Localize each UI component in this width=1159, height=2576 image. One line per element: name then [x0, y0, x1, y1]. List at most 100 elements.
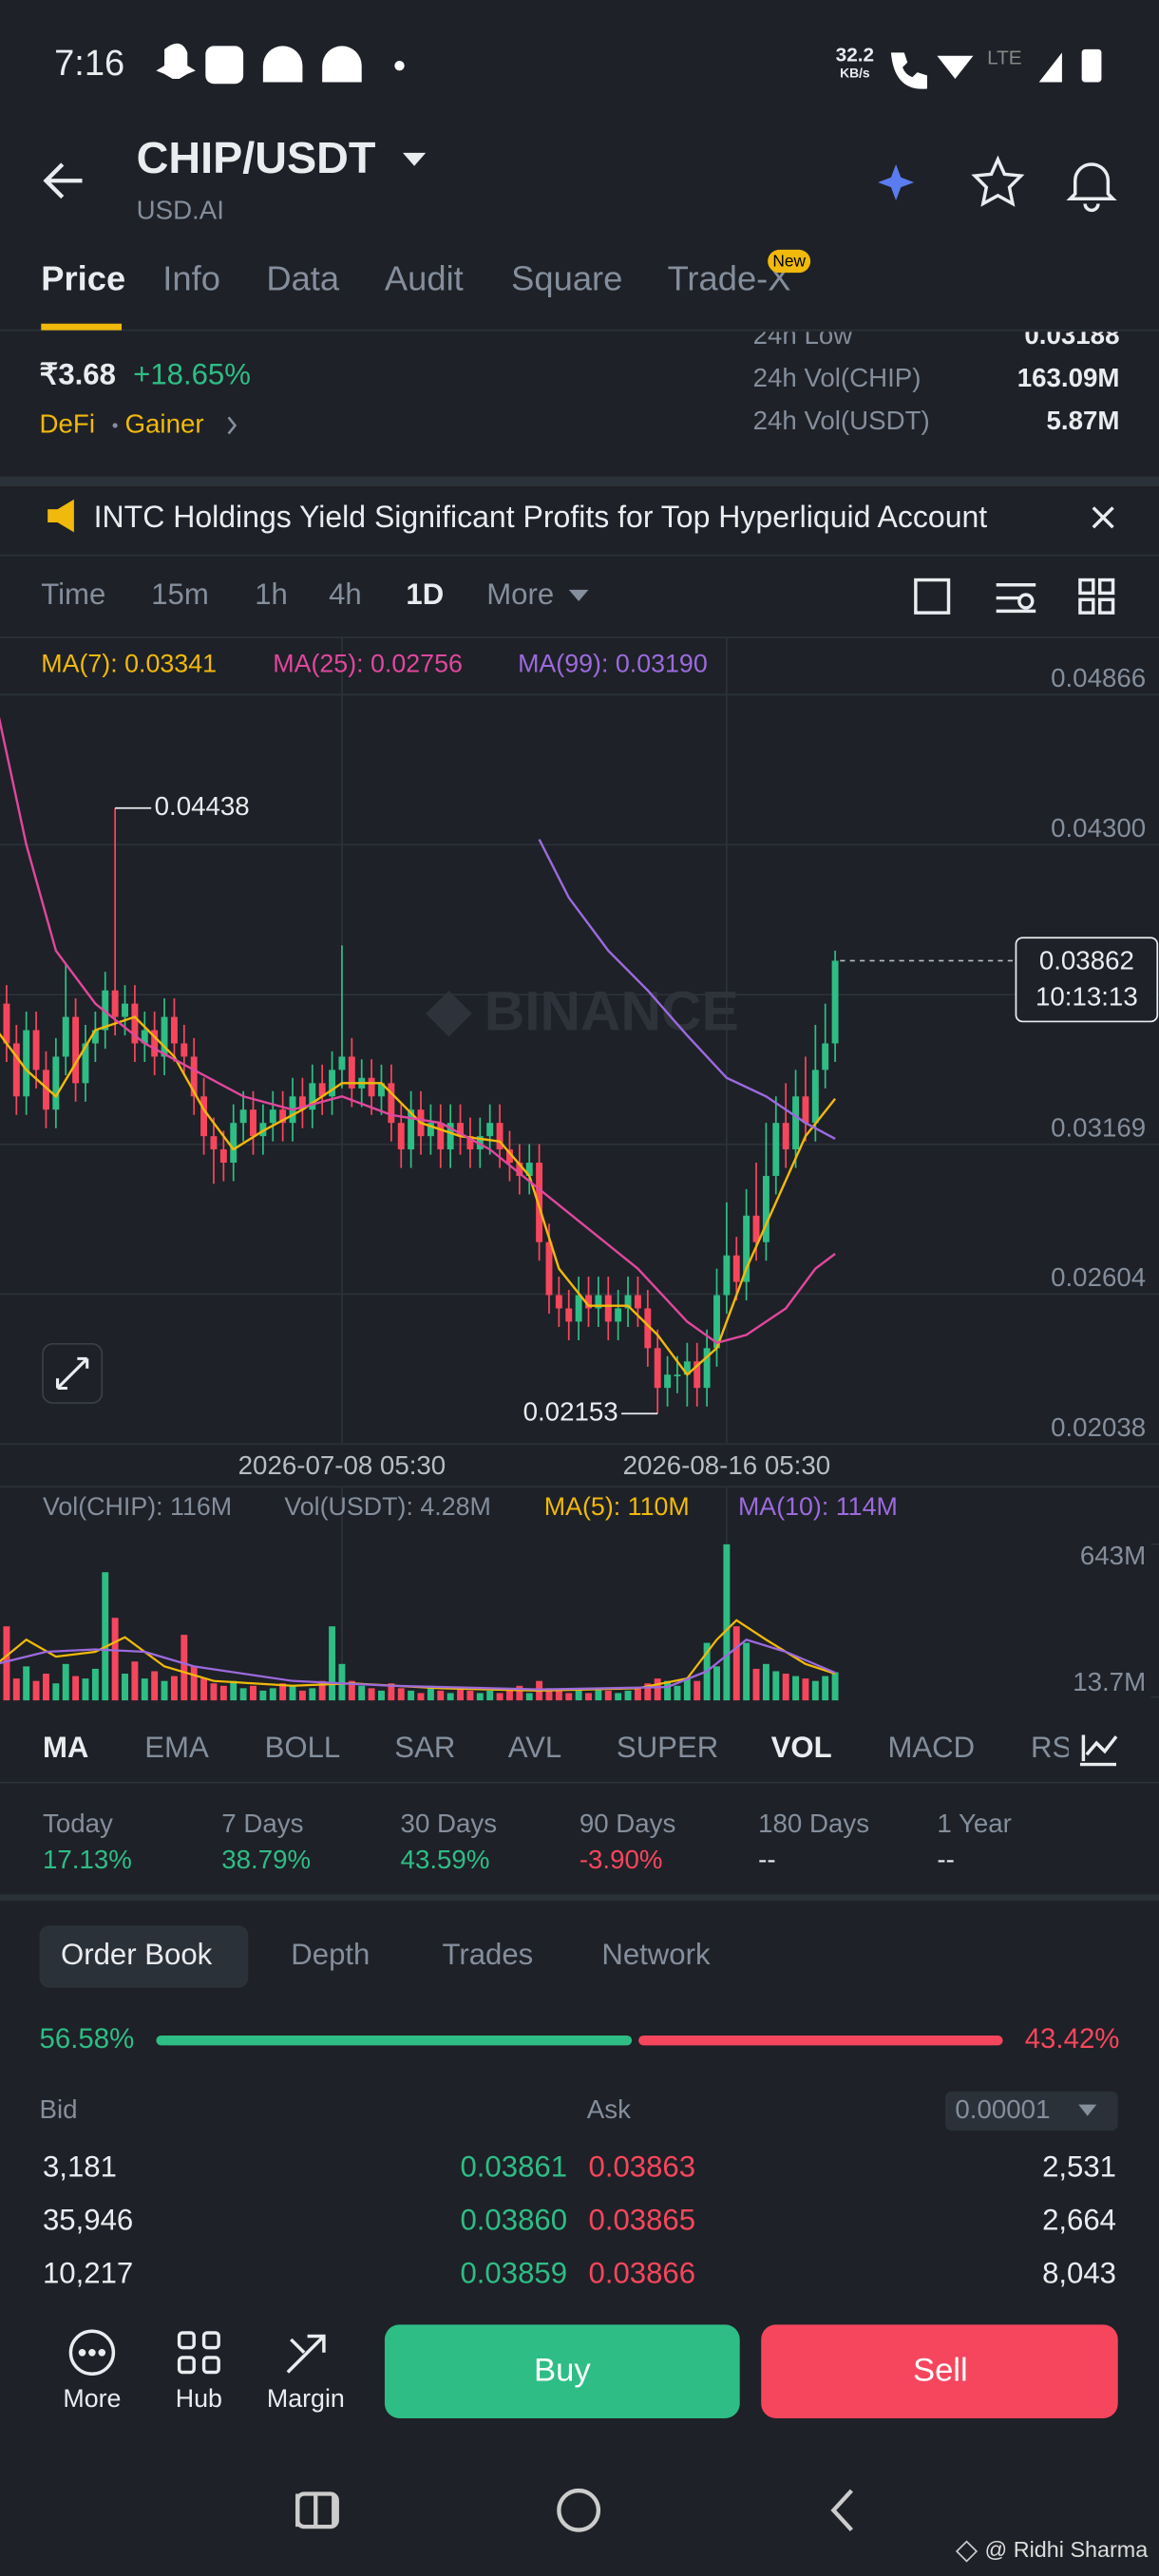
- volume-bar: [457, 1688, 464, 1701]
- indicator-tab[interactable]: BOLL: [265, 1731, 341, 1764]
- interval[interactable]: More: [486, 578, 554, 611]
- pair-title[interactable]: CHIP/USDT: [137, 133, 376, 182]
- volume-bar: [713, 1666, 720, 1701]
- legend-entry: MA(7): 0.03341: [41, 650, 217, 678]
- candle-body: [811, 1070, 819, 1124]
- indicator-tab[interactable]: MA: [43, 1731, 88, 1764]
- indicator-tab[interactable]: EMA: [144, 1731, 209, 1764]
- pair-caret[interactable]: [402, 152, 427, 166]
- alert-button[interactable]: [1066, 162, 1117, 213]
- interval[interactable]: 1D: [406, 578, 444, 611]
- ticker-stats: 24h Low 0.03188 24h Vol(CHIP) 163.09M 24h Vo…: [753, 331, 1120, 434]
- favorite-button[interactable]: [971, 155, 1025, 207]
- indicator-tab[interactable]: SAR: [394, 1731, 455, 1764]
- ask-price: 0.03863: [589, 2150, 696, 2183]
- announcement-text[interactable]: INTC Holdings Yield Significant Profits …: [94, 500, 988, 534]
- indicator-tab[interactable]: SUPER: [617, 1731, 718, 1764]
- ask-qty: 2,531: [1042, 2150, 1116, 2183]
- indicator-tab[interactable]: VOL: [771, 1731, 832, 1764]
- volume-bar: [259, 1690, 267, 1701]
- tab-underline: [41, 323, 123, 331]
- book-tab[interactable]: Trades: [443, 1938, 534, 1971]
- candle-body: [131, 1003, 139, 1044]
- candle-body: [466, 1136, 474, 1150]
- last-price-box: [1015, 937, 1159, 1023]
- pair-subtitle: USD.AI: [137, 195, 224, 224]
- sell-label[interactable]: Sell: [913, 2353, 968, 2389]
- indicator-tab[interactable]: RSI: [1031, 1731, 1080, 1764]
- indicator-tab[interactable]: AVL: [508, 1731, 562, 1764]
- bottom-item[interactable]: Margin: [267, 2384, 345, 2413]
- tag[interactable]: Gainer: [125, 408, 204, 438]
- perf-value: 17.13%: [43, 1845, 132, 1874]
- interval[interactable]: 15m: [151, 578, 209, 611]
- candle-body: [82, 1043, 89, 1084]
- bid-qty: 3,181: [43, 2150, 117, 2183]
- candle-body: [200, 1096, 208, 1137]
- book-tab[interactable]: Depth: [291, 1938, 370, 1971]
- chart-tools[interactable]: [914, 578, 1115, 615]
- tab[interactable]: Info: [162, 258, 220, 297]
- precision-pill[interactable]: [945, 2091, 1118, 2131]
- volume-bar: [388, 1683, 395, 1701]
- bid-qty: 10,217: [43, 2257, 133, 2290]
- interval[interactable]: Time: [41, 578, 105, 611]
- bottom-icons[interactable]: [68, 2329, 326, 2376]
- tab[interactable]: Audit: [385, 258, 464, 297]
- volume-bar: [772, 1671, 780, 1701]
- close-button[interactable]: [1092, 506, 1114, 529]
- nav-bar[interactable]: [295, 2488, 853, 2532]
- volume-ma-line: [0, 1638, 836, 1691]
- ma-line: [0, 716, 836, 1345]
- candle-body: [644, 1308, 652, 1349]
- candle-body: [604, 1295, 612, 1322]
- volume-bar: [575, 1690, 582, 1701]
- book-tab[interactable]: Order Book: [61, 1938, 213, 1971]
- volume-bar: [239, 1688, 247, 1701]
- buy-label[interactable]: Buy: [534, 2353, 591, 2389]
- y-tick-label: 0.03169: [1051, 1113, 1146, 1143]
- indicator-tab[interactable]: MACD: [887, 1731, 975, 1764]
- tab[interactable]: Price: [41, 258, 125, 297]
- legend-entry: MA(99): 0.03190: [518, 650, 708, 678]
- plot: [0, 716, 839, 1414]
- expand-button[interactable]: [42, 1342, 104, 1404]
- volume-bar: [723, 1544, 731, 1701]
- candle-body: [772, 1123, 780, 1176]
- volume-bar: [279, 1683, 287, 1701]
- back-button[interactable]: [43, 162, 83, 199]
- volume-bar: [408, 1690, 415, 1701]
- candle-body: [42, 1070, 49, 1110]
- y-tick-label: 0.02038: [1051, 1412, 1146, 1442]
- volume-bar: [91, 1668, 99, 1701]
- candle-body: [3, 1003, 10, 1044]
- bid-qty: 35,946: [43, 2203, 133, 2236]
- volume-bar: [151, 1671, 159, 1701]
- volume-bar: [122, 1674, 128, 1701]
- sell-button[interactable]: [761, 2324, 1118, 2418]
- interval[interactable]: 1h: [255, 578, 288, 611]
- book-tab[interactable]: Network: [601, 1938, 711, 1971]
- tab[interactable]: Square: [511, 258, 622, 297]
- candle-body: [368, 1077, 375, 1097]
- candle-body: [230, 1123, 238, 1164]
- interval[interactable]: 4h: [329, 578, 362, 611]
- ai-button[interactable]: [878, 163, 915, 201]
- tag-arrow: [227, 416, 238, 435]
- bottom-item[interactable]: Hub: [176, 2384, 222, 2413]
- buy-button[interactable]: [384, 2324, 740, 2418]
- candle-body: [536, 1163, 543, 1242]
- indicator-settings[interactable]: [1079, 1734, 1118, 1767]
- y-tick-label: 0.04300: [1051, 813, 1146, 843]
- volume-bar: [634, 1688, 641, 1701]
- volume-bar: [329, 1626, 336, 1701]
- watermark: @ Ridhi Sharma: [985, 2537, 1149, 2562]
- candle-body: [427, 1123, 434, 1137]
- tag[interactable]: DeFi: [40, 408, 95, 438]
- expand-icon: [56, 1356, 89, 1391]
- tab[interactable]: Data: [266, 258, 340, 297]
- candle-body: [338, 1056, 346, 1070]
- bottom-item[interactable]: More: [63, 2384, 121, 2413]
- candle-body: [446, 1123, 454, 1150]
